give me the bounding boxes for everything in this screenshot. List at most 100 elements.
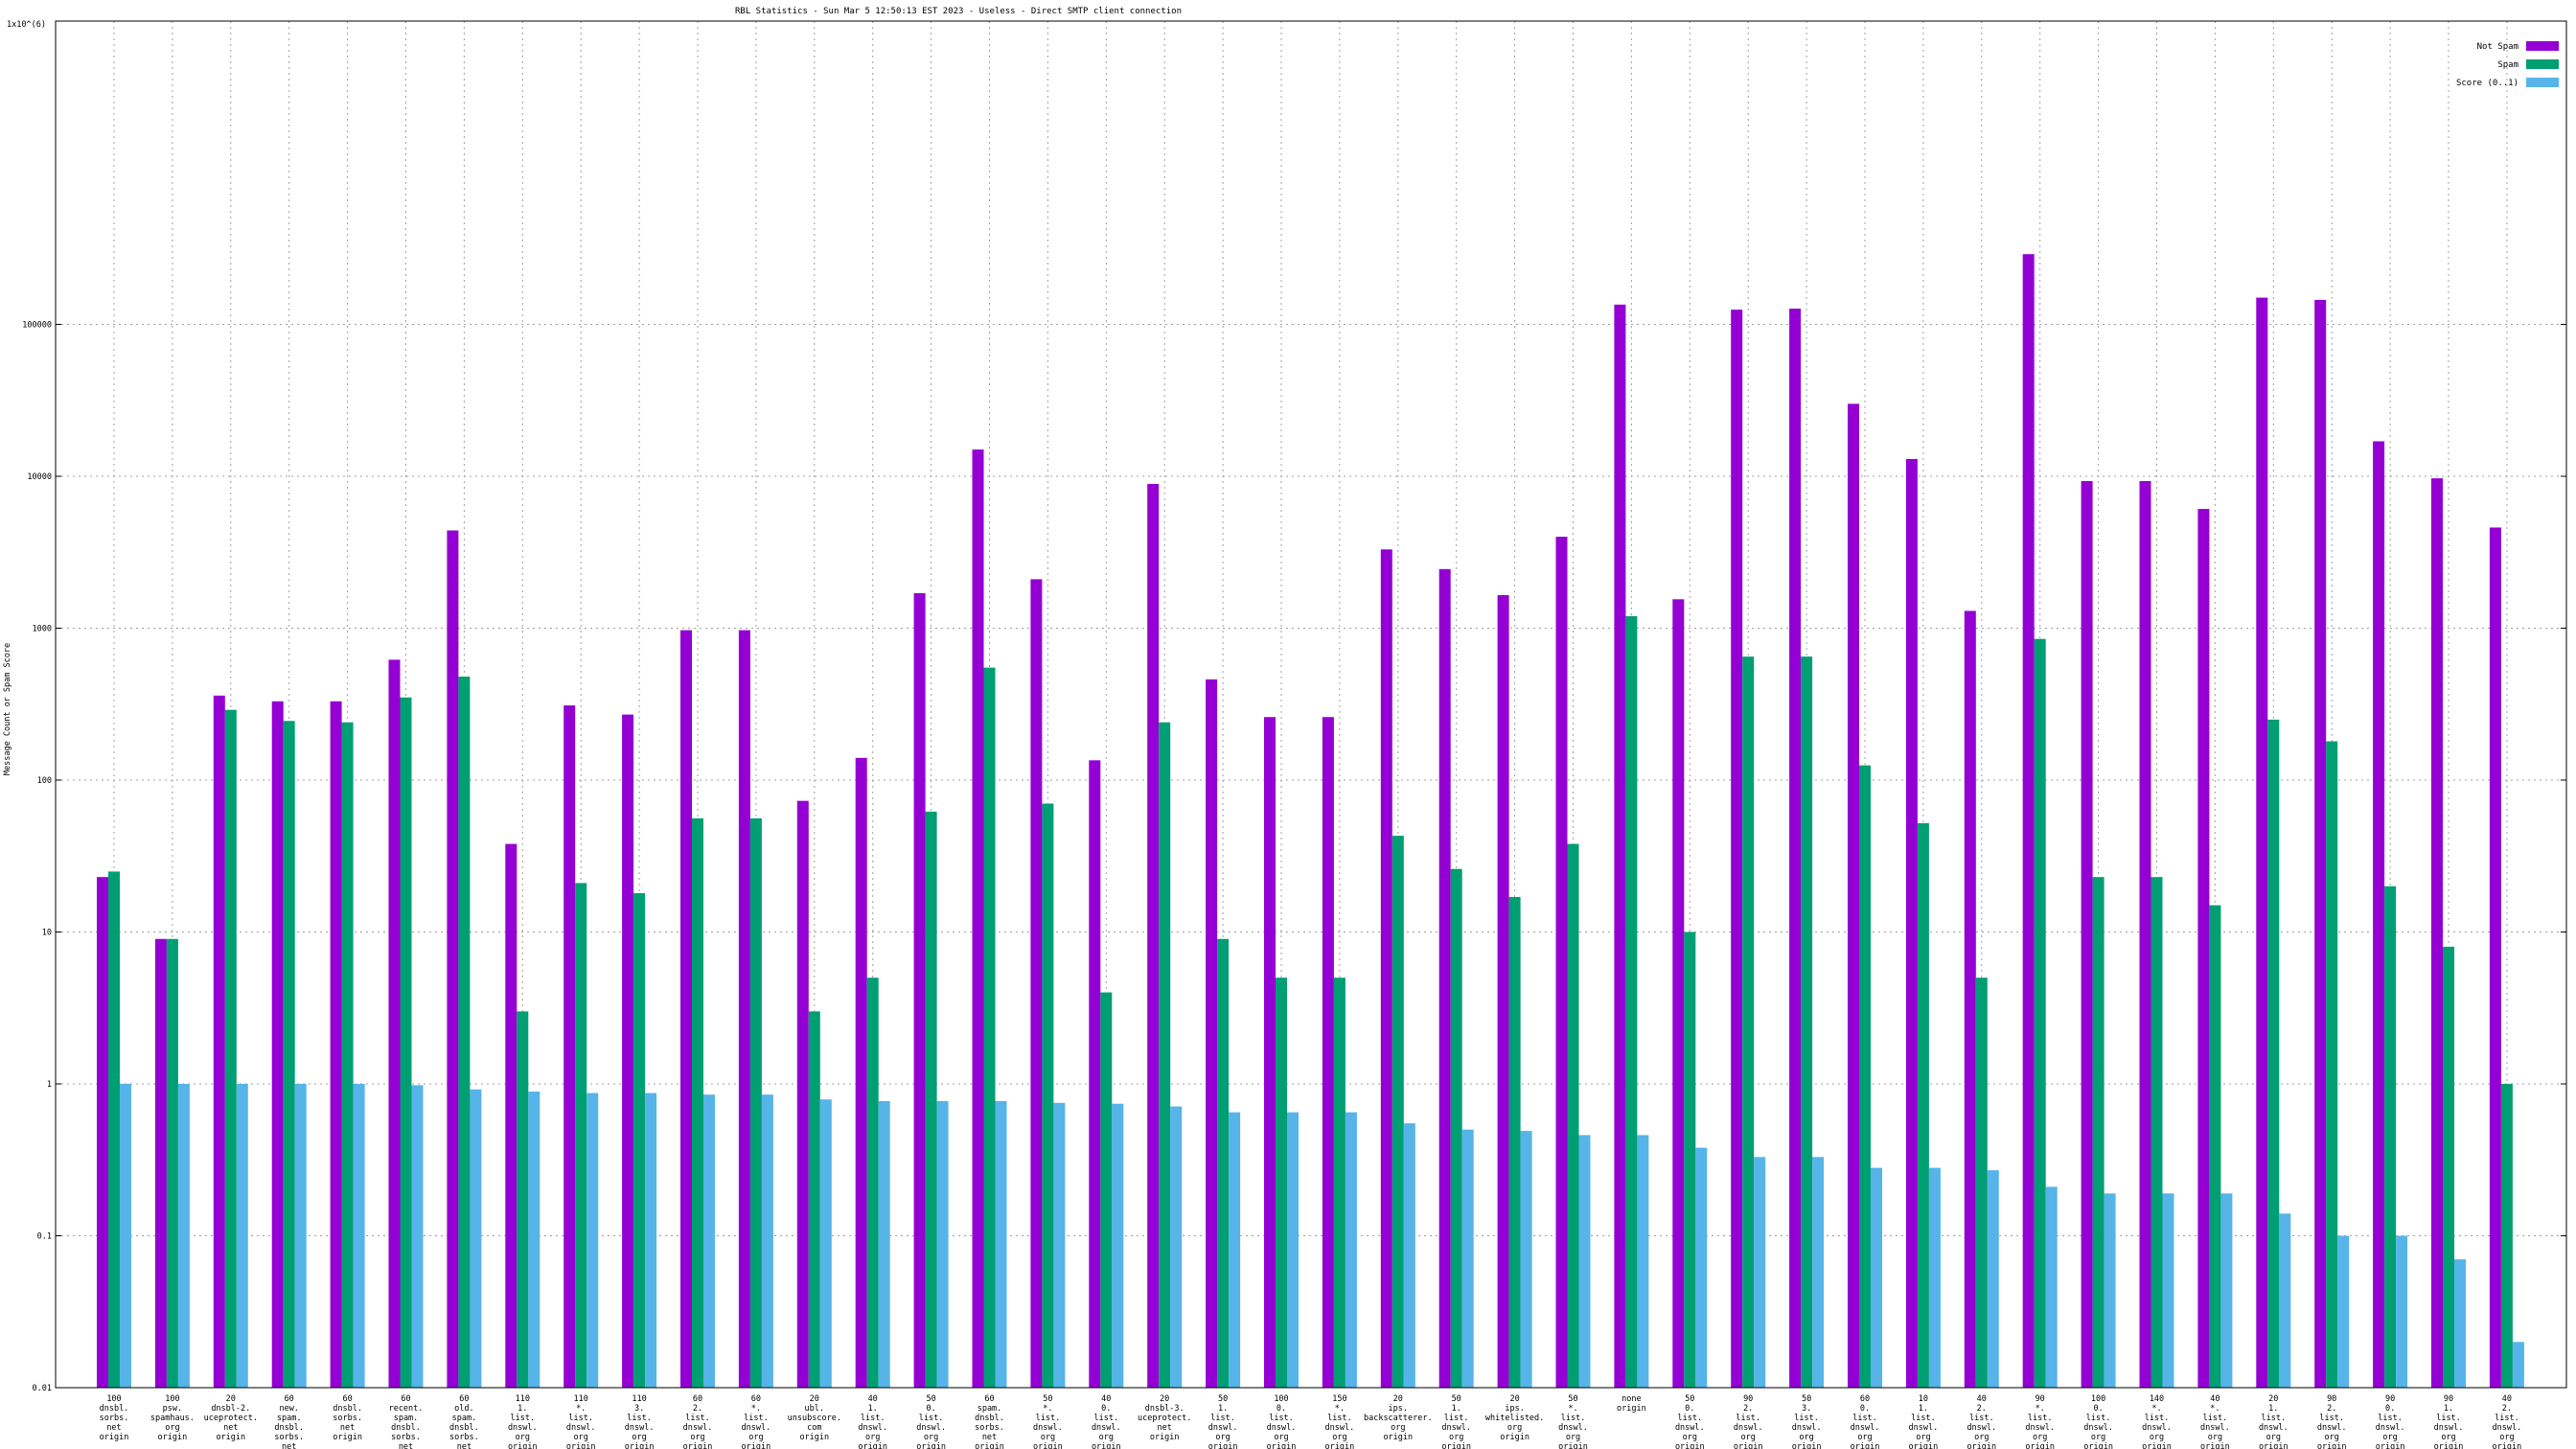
x-tick-label: 60 2. list. dnswl. org origin [683, 1394, 713, 1449]
bar [564, 705, 576, 1388]
bar [1695, 1147, 1708, 1388]
bar [1461, 1129, 1474, 1388]
bar [2454, 1259, 2466, 1388]
bar [2443, 946, 2454, 1388]
bar [1555, 537, 1568, 1388]
y-tick-label: 1000 [33, 625, 52, 634]
bar [341, 722, 354, 1388]
x-tick-label: 100 dnsbl. sorbs. net origin [100, 1394, 129, 1442]
bar [1567, 843, 1579, 1388]
x-tick-label: 40 0. list. dnswl. org origin [1092, 1394, 1121, 1449]
legend-label: Not Spam [2477, 42, 2518, 52]
bar [97, 877, 108, 1388]
bar [2209, 905, 2221, 1388]
bar [1170, 1106, 1183, 1388]
x-tick-label: 90 2. list. dnswl. org origin [1734, 1394, 1763, 1449]
x-tick-label: 20 ips. backscatterer. org origin [1364, 1394, 1433, 1442]
bar [2326, 741, 2338, 1388]
bar [796, 800, 809, 1388]
bar [2373, 441, 2385, 1388]
x-tick-label: 50 3. list. dnswl. org origin [1792, 1394, 1822, 1449]
x-tick-label: 90 0. list. dnswl. org origin [2376, 1394, 2405, 1449]
chart-title: RBL Statistics - Sun Mar 5 12:50:13 EST … [735, 7, 1182, 16]
bar [1520, 1131, 1532, 1388]
bar [1100, 992, 1113, 1388]
bar [108, 871, 120, 1388]
bar [913, 592, 926, 1388]
x-tick-label: 140 *. list. dnswl. org origin [2142, 1394, 2172, 1449]
grid-lines [56, 21, 2566, 1388]
bar [2150, 877, 2163, 1388]
bar [1672, 599, 1685, 1388]
bar [749, 817, 762, 1388]
x-tick-label: 50 1. list. dnswl. org origin [1441, 1394, 1471, 1449]
bar [1508, 896, 1521, 1388]
bar [633, 893, 646, 1388]
bar [808, 1011, 820, 1388]
bar [2314, 299, 2327, 1389]
bar [622, 714, 634, 1388]
bar [586, 1092, 599, 1388]
bar [1217, 938, 1230, 1388]
bar [411, 1085, 424, 1388]
bar [517, 1011, 529, 1388]
y-tick-label: 1 [47, 1080, 52, 1090]
bar [224, 709, 237, 1388]
bar [154, 938, 167, 1388]
x-tick-label: 60 0. list. dnswl. org origin [1851, 1394, 1880, 1449]
bar [2267, 719, 2280, 1388]
bar [1731, 310, 1743, 1388]
bar [1905, 458, 1918, 1389]
plot-frame [55, 20, 2567, 1389]
bar [1975, 978, 1988, 1388]
bar [458, 677, 471, 1388]
x-tick-label: 150 *. list. dnswl. org origin [1325, 1394, 1355, 1449]
bar [2500, 1084, 2513, 1388]
x-tick-label: 110 *. list. dnswl. org origin [566, 1394, 596, 1449]
bar [470, 1089, 482, 1388]
bar [2396, 1235, 2408, 1388]
bar [1928, 1167, 1941, 1388]
bar [1345, 1112, 1357, 1388]
y-axis-ticks: 0.01 0.1 1 10 100 1000 10000 100000 [22, 321, 2566, 1393]
bar [1754, 1157, 1766, 1388]
x-tick-label: none origin [1617, 1394, 1646, 1414]
bar [692, 817, 703, 1388]
legend-swatch [2526, 59, 2559, 69]
bar [995, 1100, 1007, 1388]
bar [1322, 717, 1334, 1388]
bar [505, 843, 518, 1388]
bar [2197, 509, 2210, 1388]
bar [1964, 610, 1976, 1388]
bar [2034, 638, 2046, 1388]
x-tick-label: 100 0. list. dnswl. org origin [1267, 1394, 1297, 1449]
bar [166, 938, 178, 1388]
x-tick-label: 40 *. list. dnswl. org origin [2200, 1394, 2230, 1449]
bar [528, 1092, 540, 1388]
bar [330, 701, 342, 1388]
bar [2489, 527, 2501, 1388]
bar-series [97, 254, 2524, 1389]
bar [936, 1100, 949, 1388]
bar [761, 1094, 773, 1388]
bar [1742, 656, 1755, 1388]
x-tick-label: 20 ips. whitelisted. org origin [1485, 1394, 1544, 1442]
x-tick-label: 20 ubl. unsubscore. com origin [788, 1394, 841, 1442]
bar [1614, 304, 1626, 1389]
x-tick-label: 40 2. list. dnswl. org origin [1966, 1394, 1996, 1449]
bar [1684, 932, 1696, 1388]
bar [1859, 765, 1871, 1388]
bar [738, 630, 750, 1388]
bar [866, 978, 879, 1388]
bar [1042, 803, 1054, 1388]
bar [1403, 1123, 1415, 1388]
legend: Not Spam Spam Score (0..1) [2456, 41, 2559, 88]
bar [1089, 760, 1101, 1388]
bar [1147, 484, 1160, 1388]
bar [2104, 1193, 2116, 1388]
bar [2139, 480, 2151, 1388]
bar [2256, 297, 2268, 1388]
bar [575, 883, 587, 1388]
bar [2279, 1213, 2291, 1388]
